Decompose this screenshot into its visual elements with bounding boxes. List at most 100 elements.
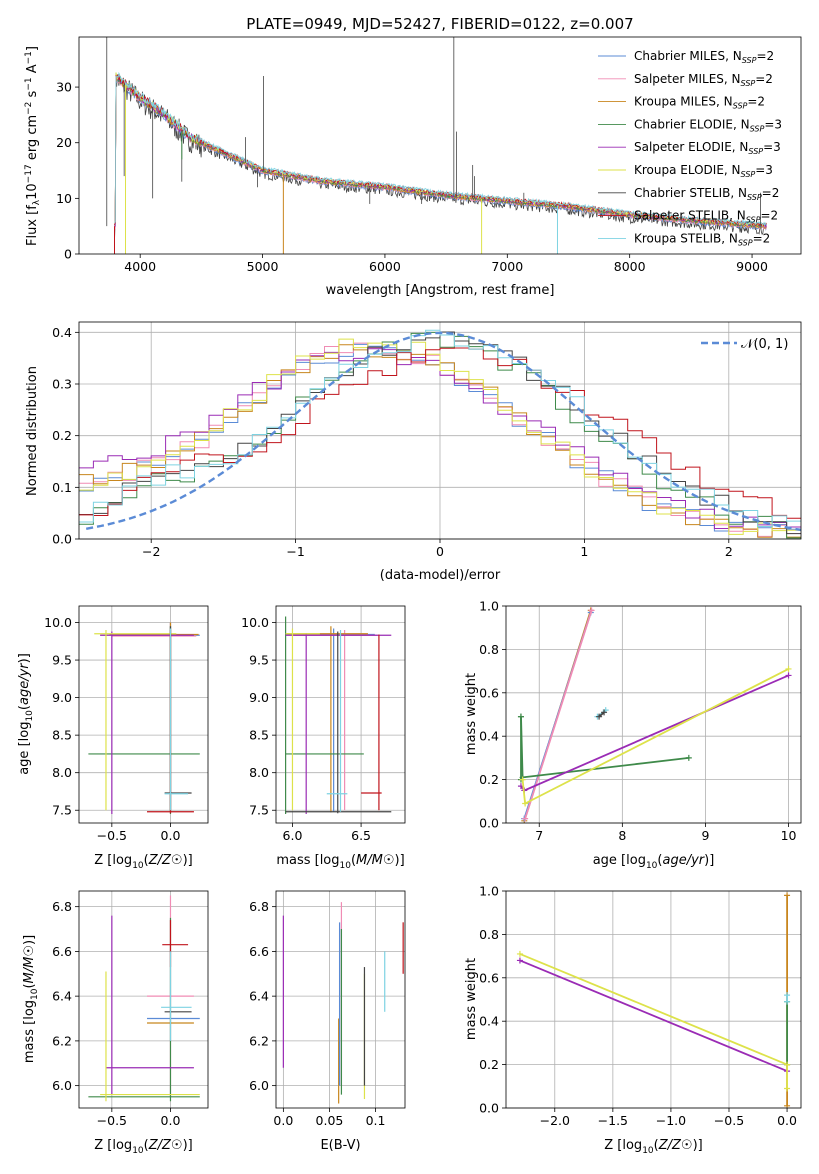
series-line xyxy=(519,953,788,1066)
panel-7: −2.0 −1.5 −1.0 −0.5 0.0 0.0 0.2 0.4 0.6 0.8 1.0 Z [… xyxy=(464,884,802,1156)
y-tick-label: 8.5 xyxy=(52,728,72,743)
y-tick-label: 0.6 xyxy=(479,685,499,700)
y-tick-label: 0.2 xyxy=(479,1057,499,1072)
label-part: 10 xyxy=(132,861,144,871)
x-axis-label: E(B-V) xyxy=(320,1138,360,1153)
series-marker xyxy=(517,713,524,720)
series-marker xyxy=(588,607,595,614)
label-part: SSP xyxy=(733,102,748,111)
series-marker xyxy=(784,1085,791,1092)
y-tick-label: 6.2 xyxy=(249,1033,269,1048)
axes-frame xyxy=(78,36,802,255)
legend-label: Chabrier MILES, NSSP=2 xyxy=(634,49,774,65)
series-marker xyxy=(784,892,791,899)
axes-frame xyxy=(275,890,406,1109)
y-axis-label: mass weight xyxy=(464,673,479,755)
y-axis-label: mass [log10(M/M☉)] xyxy=(22,935,40,1063)
series-marker xyxy=(516,950,523,957)
x-axis-label: Z [log10(Z/Z☉)] xyxy=(94,1138,192,1156)
label-part: A xyxy=(25,64,40,77)
label-part: 10 xyxy=(642,1146,654,1156)
label-part: =2 xyxy=(753,231,771,245)
y-tick-label: 8.5 xyxy=(249,728,269,743)
x-tick-label: 1 xyxy=(580,544,588,559)
label-part: λ xyxy=(32,199,42,205)
label-part: ( xyxy=(657,853,662,868)
label-part: ( xyxy=(144,853,149,868)
y-tick-label: 10 xyxy=(56,191,72,206)
y-tick-label: 0.0 xyxy=(52,532,72,547)
label-part: Kroupa ELODIE, N xyxy=(634,163,741,177)
axes-frame xyxy=(78,321,802,540)
label-part: SSP xyxy=(750,124,765,133)
label-part: )] xyxy=(395,853,405,868)
label-part: s xyxy=(25,90,40,101)
legend-label: Salpeter STELIB, NSSP=2 xyxy=(634,209,778,225)
label-part: =2 xyxy=(762,186,780,200)
label-part: Salpeter MILES, N xyxy=(634,72,741,86)
label-part: SSP xyxy=(742,56,757,65)
series-marker xyxy=(785,672,792,679)
label-part: age/yr xyxy=(662,853,705,868)
label-part: ( xyxy=(351,853,356,868)
series-marker xyxy=(784,1061,791,1068)
x-tick-label: 0.0 xyxy=(273,1113,293,1128)
label-part: Z/Z☉ xyxy=(148,853,183,868)
axes-frame xyxy=(78,890,209,1109)
histogram-step xyxy=(79,338,801,535)
axes-frame xyxy=(505,890,802,1109)
label-part: SSP xyxy=(747,193,762,202)
y-tick-label: 1.0 xyxy=(479,884,499,899)
x-tick-label: 6.5 xyxy=(351,828,371,843)
x-tick-label: −0.5 xyxy=(714,1113,744,1128)
label-part: SSP xyxy=(746,216,761,225)
series-line xyxy=(524,610,593,819)
y-tick-label: 8.0 xyxy=(52,765,72,780)
label-part: 10 xyxy=(25,183,40,200)
grid xyxy=(79,891,208,1108)
y-tick-label: 6.0 xyxy=(249,1078,269,1093)
series-marker xyxy=(785,665,792,672)
label-part: Salpeter STELIB, N xyxy=(634,209,746,223)
y-tick-label: 30 xyxy=(56,80,72,95)
y-tick-label: 0.2 xyxy=(52,428,72,443)
y-axis-label: Flux [fλ10−17 erg cm−2 s−1 A−1] xyxy=(24,46,42,246)
x-tick-label: 8 xyxy=(618,828,626,843)
series-marker xyxy=(784,998,791,1005)
y-tick-label: 10.0 xyxy=(44,615,72,630)
label-part: M/M☉ xyxy=(22,945,37,983)
x-tick-label: −2 xyxy=(142,544,160,559)
spectra xyxy=(106,37,767,254)
label-part: Kroupa MILES, N xyxy=(634,95,733,109)
x-axis-label: age [log10(age/yr)] xyxy=(593,853,715,871)
y-tick-label: 0.8 xyxy=(479,642,499,657)
x-axis-label: mass [log10(M/M☉)] xyxy=(276,853,404,871)
y-tick-label: 0.4 xyxy=(479,729,499,744)
x-tick-label: 9 xyxy=(701,828,709,843)
label-part: )] xyxy=(183,853,193,868)
series-marker xyxy=(784,992,791,999)
y-tick-label: 0.8 xyxy=(479,927,499,942)
y-axis-label: mass weight xyxy=(464,958,479,1040)
label-part: SSP xyxy=(738,238,753,247)
y-tick-label: 6.0 xyxy=(52,1078,72,1093)
label-part: ( xyxy=(654,1138,659,1153)
label-part: ( xyxy=(22,983,37,988)
label-part: 10 xyxy=(340,861,352,871)
label-part: SSP xyxy=(748,147,763,156)
y-tick-label: 10.0 xyxy=(241,615,269,630)
y-tick-label: 20 xyxy=(56,135,72,150)
errorbars xyxy=(285,616,392,814)
label-part: ( xyxy=(17,705,32,710)
label-part: erg cm xyxy=(25,115,40,164)
histograms xyxy=(79,329,801,539)
legend-label: Salpeter MILES, NSSP=2 xyxy=(634,72,773,88)
label-part: age/yr xyxy=(17,662,32,705)
label-part: Z [log xyxy=(604,1138,642,1153)
label-part: =3 xyxy=(755,163,773,177)
x-tick-label: 0.0 xyxy=(161,1113,181,1128)
label-part: )] xyxy=(704,853,714,868)
x-tick-label: −1 xyxy=(286,544,304,559)
y-tick-label: 6.6 xyxy=(249,944,269,959)
panel-0: 4000 5000 6000 7000 8000 9000 0 10 20 30 Chabrier … xyxy=(24,15,802,298)
